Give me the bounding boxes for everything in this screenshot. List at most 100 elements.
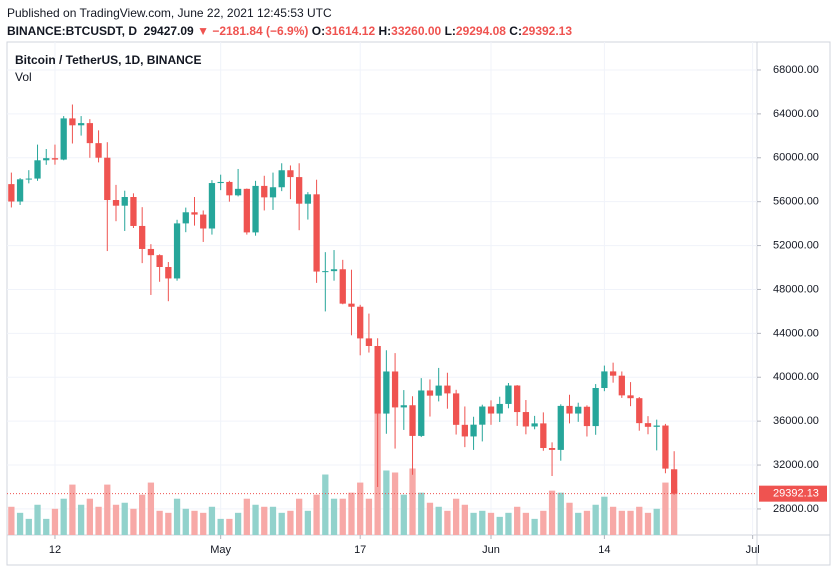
candle-body: [139, 225, 146, 249]
candle-body: [365, 338, 373, 346]
y-tick-label: 36000.00: [773, 415, 819, 427]
candle-body: [487, 406, 495, 414]
candle-body: [165, 266, 172, 279]
grid: [7, 42, 757, 535]
y-tick-label: 56000.00: [773, 196, 819, 208]
x-tick-label: May: [210, 544, 231, 556]
y-tick-label: 64000.00: [773, 108, 819, 120]
volume-bar: [540, 510, 547, 535]
candle-body: [636, 398, 643, 424]
volume-bar: [86, 498, 93, 535]
candle-body: [278, 170, 285, 188]
candle-body: [505, 385, 512, 404]
ohlc-value: 31614.12: [325, 24, 376, 38]
volume-bar: [304, 510, 312, 535]
y-tick-label: 48000.00: [773, 283, 819, 295]
candle-body: [86, 123, 93, 144]
volume-bar: [592, 504, 599, 535]
volume-bar: [418, 492, 425, 535]
candle-body: [226, 181, 233, 196]
volume-bar: [365, 498, 373, 535]
candle-body: [348, 303, 355, 307]
candle-body: [566, 405, 573, 414]
candle-body: [25, 178, 32, 180]
volume-bar: [409, 468, 416, 535]
candle-body: [252, 185, 259, 233]
candle-body: [130, 197, 137, 226]
change: −2181.84 (−6.9%): [212, 24, 309, 38]
candle-body: [444, 385, 451, 394]
volume-bar: [60, 498, 67, 535]
candle-body: [287, 170, 294, 178]
volume-bar: [505, 512, 512, 535]
candle-body: [313, 194, 320, 272]
volume-bar: [252, 504, 259, 535]
candle-body: [400, 405, 407, 408]
volume-bar: [496, 516, 503, 535]
volume-bar: [583, 510, 591, 535]
candle-body: [330, 269, 338, 272]
candle-body: [261, 185, 268, 198]
published: Published on TradingView.com, June 22, 2…: [7, 6, 332, 20]
y-tick-label: 60000.00: [773, 152, 819, 164]
volume-bar: [156, 510, 163, 535]
candle-body: [583, 406, 591, 427]
volume-bar: [609, 506, 617, 535]
volume-bar: [182, 508, 189, 535]
volume-bar: [522, 512, 530, 535]
candle-body: [671, 469, 678, 494]
volume-bar: [121, 502, 128, 535]
candle-body: [269, 187, 277, 198]
ohlc-value: 29294.08: [455, 24, 506, 38]
candle-body: [304, 194, 312, 204]
volume-bar: [269, 506, 277, 535]
volume-bar: [487, 512, 495, 535]
volume-bar: [104, 484, 111, 535]
candle-body: [383, 371, 390, 414]
volume-bar: [636, 506, 643, 535]
volume-bar: [130, 508, 137, 535]
candle-body: [435, 385, 442, 396]
volume: [8, 410, 678, 535]
candle-body: [121, 197, 128, 206]
volume-bar: [191, 510, 198, 535]
candle-body: [322, 271, 329, 273]
candles: [8, 104, 678, 495]
candle-body: [156, 255, 163, 267]
volume-bar: [25, 518, 32, 535]
volume-bar: [671, 488, 678, 535]
candle-body: [69, 118, 76, 126]
volume-bar: [147, 482, 155, 535]
volume-bar: [313, 494, 320, 535]
x-tick-label: 17: [354, 544, 366, 556]
candle-body: [147, 248, 155, 256]
x-tick-label: 14: [598, 544, 610, 556]
volume-bar: [200, 512, 207, 535]
volume-bar: [627, 510, 634, 535]
candle-body: [522, 412, 530, 427]
candle-body: [548, 448, 556, 450]
last-price-box: [759, 485, 827, 502]
volume-bar: [548, 490, 556, 535]
candle-body: [601, 371, 608, 389]
volume-bar: [77, 504, 85, 535]
candle-body: [173, 223, 181, 279]
volume-bar: [461, 504, 468, 535]
volume-bar: [444, 510, 451, 535]
x-tick-label: 12: [49, 544, 61, 556]
volume-bar: [330, 498, 338, 535]
volume-bar: [8, 506, 15, 535]
volume-label: Vol: [15, 70, 32, 84]
volume-bar: [208, 506, 216, 535]
volume-bar: [452, 498, 460, 535]
candle-body: [418, 390, 425, 436]
volume-bar: [557, 492, 564, 535]
candle-body: [470, 424, 477, 437]
y-tick-label: 44000.00: [773, 327, 819, 339]
candle-body: [644, 423, 652, 427]
candle-body: [409, 405, 416, 436]
candle-body: [592, 388, 599, 427]
volume-bar: [173, 498, 181, 535]
volume-bar: [479, 510, 486, 535]
